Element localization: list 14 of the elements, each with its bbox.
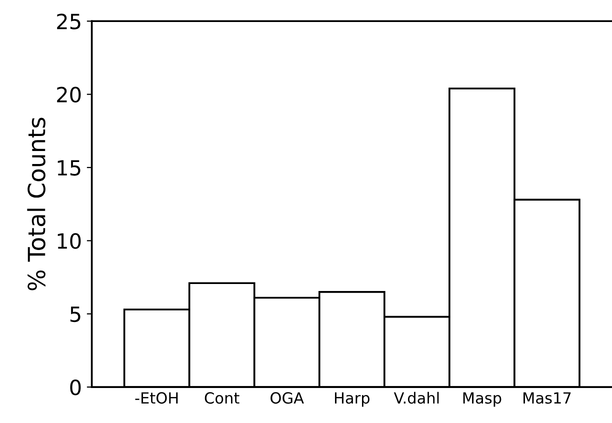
y-tick-label: 25 [57, 14, 80, 30]
y-tick-label: 15 [58, 160, 80, 176]
y-tick-label: 0 [70, 380, 81, 396]
x-tick-label: Cont [204, 392, 240, 404]
x-tick-label: OGA [270, 392, 304, 404]
y-tick-label: 10 [58, 233, 81, 249]
y-tick-label: 20 [57, 86, 81, 103]
x-tick-label: Harp [334, 392, 370, 407]
y-axis-title: % Total Counts [27, 118, 46, 290]
x-tick-label: V.dahl [394, 392, 439, 404]
x-tick-label: Mas17 [524, 392, 571, 404]
y-tick-label: 5 [70, 306, 80, 322]
x-tick-label: Masp [463, 392, 502, 407]
x-tick-label: -EtOH [135, 392, 178, 404]
